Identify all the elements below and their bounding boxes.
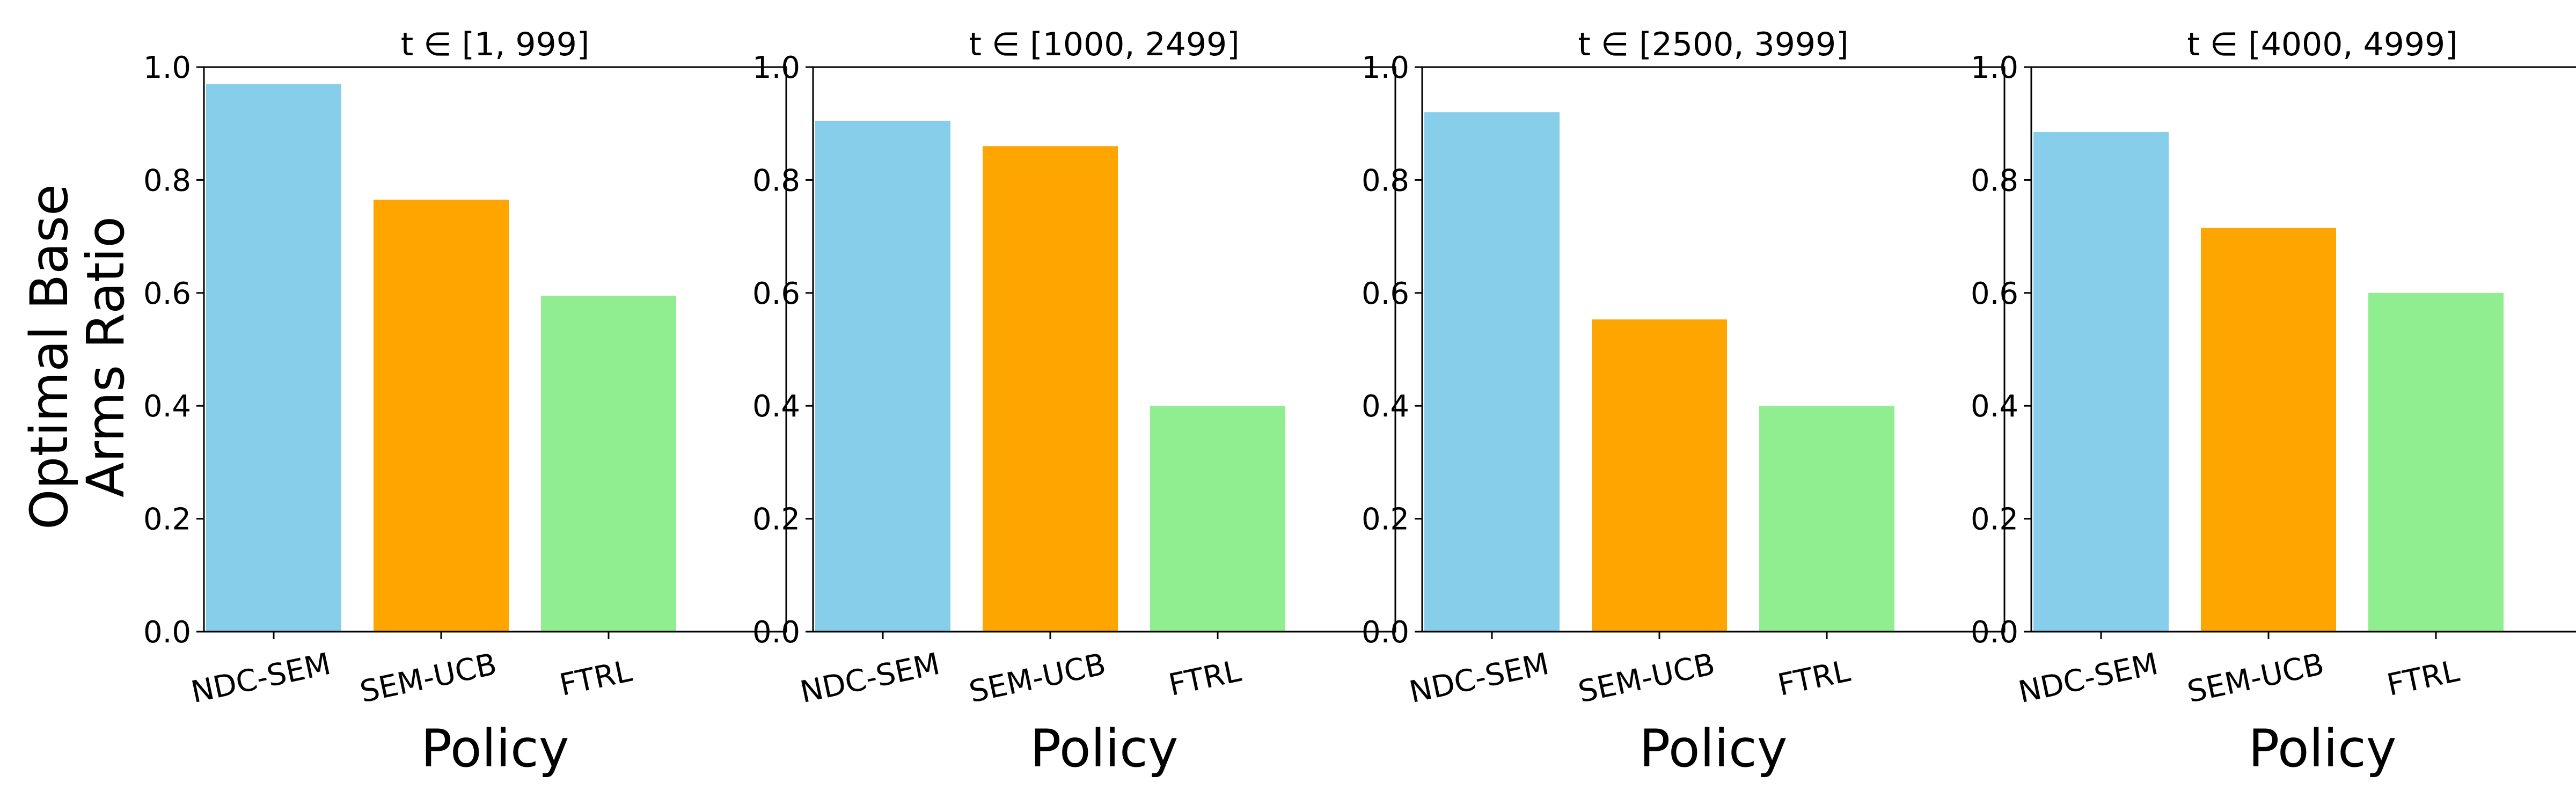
- y-tick-label: 1.0: [143, 50, 191, 85]
- bar-ftrl: [2368, 292, 2504, 632]
- y-tick-label: 0.4: [1971, 389, 2018, 424]
- y-tick-label: 0.8: [1971, 163, 2018, 198]
- y-tick-label: 0.6: [1971, 276, 2018, 311]
- x-tick-label-sem-ucb: SEM-UCB: [357, 647, 500, 709]
- x-axis-label: Policy: [2248, 719, 2396, 779]
- y-axis-label: Optimal Base Arms Ratio: [19, 184, 136, 530]
- panel-title: t ∈ [4000, 4999]: [2187, 26, 2457, 63]
- bar-sem-ucb: [983, 146, 1118, 632]
- x-tick-label-ftrl: FTRL: [557, 654, 635, 703]
- y-tick-label: 0.2: [752, 502, 800, 537]
- x-tick-label-ndc-sem: NDC-SEM: [188, 647, 333, 710]
- y-axis-label-line-1: Optimal Base: [19, 184, 79, 530]
- bar-ftrl: [1759, 406, 1894, 632]
- x-tick-label-ndc-sem: NDC-SEM: [797, 647, 942, 710]
- chart-panel-1: t ∈ [1, 999] 0.0 0.2 0.4 0.6 0.8 1.0 NDC-SEM SEM…: [143, 26, 787, 779]
- bar-ndc-sem: [815, 120, 950, 632]
- y-tick-label: 1.0: [1362, 50, 1409, 85]
- y-axis-label-line-2: Arms Ratio: [76, 216, 136, 497]
- plot-frame: [1421, 66, 2006, 633]
- y-tick-label: 1.0: [1971, 50, 2018, 85]
- y-tick-label: 0.2: [1971, 502, 2018, 537]
- plot-frame: [203, 66, 787, 633]
- y-tick-label: 0.8: [1362, 163, 1409, 198]
- y-tick-label: 0.4: [143, 389, 191, 424]
- chart-panel-2: t ∈ [1000, 2499] 0.0 0.2 0.4 0.6 0.8 1.0 NDC-SE…: [752, 26, 1396, 779]
- y-tick-label: 1.0: [752, 50, 800, 85]
- y-tick-label: 0.6: [752, 276, 800, 311]
- x-tick-label-ndc-sem: NDC-SEM: [2015, 647, 2161, 710]
- bar-sem-ucb: [2201, 228, 2336, 632]
- panel-title: t ∈ [1000, 2499]: [969, 26, 1239, 63]
- y-tick-label: 0.0: [1362, 615, 1409, 650]
- y-tick-label: 0.4: [1362, 389, 1409, 424]
- x-tick-label-sem-ucb: SEM-UCB: [2184, 647, 2327, 709]
- chart-panel-3: t ∈ [2500, 3999] 0.0 0.2 0.4 0.6 0.8 1.0 NDC-SE…: [1362, 26, 2006, 779]
- chart-panel-4: t ∈ [4000, 4999] 0.0 0.2 0.4 0.6 0.8 1.0 NDC-SE…: [1971, 26, 2576, 779]
- y-tick-label: 0.4: [752, 389, 800, 424]
- y-tick-label: 0.8: [752, 163, 800, 198]
- bar-sem-ucb: [1592, 319, 1727, 632]
- bar-ftrl: [1150, 406, 1285, 632]
- bar-ndc-sem: [206, 84, 341, 632]
- y-tick-label: 0.0: [752, 615, 800, 650]
- y-tick-label: 0.0: [1971, 615, 2018, 650]
- plot-frame: [812, 66, 1396, 633]
- y-tick-label: 0.6: [143, 276, 191, 311]
- x-tick-label-sem-ucb: SEM-UCB: [1575, 647, 1718, 709]
- bar-ndc-sem: [2033, 131, 2169, 632]
- y-tick-label: 0.2: [143, 502, 191, 537]
- x-tick-label-ftrl: FTRL: [2384, 654, 2462, 703]
- x-tick-label-ftrl: FTRL: [1166, 654, 1244, 703]
- panel-title: t ∈ [2500, 3999]: [1578, 26, 1848, 63]
- x-axis-label: Policy: [1030, 719, 1178, 779]
- x-axis-label: Policy: [1639, 719, 1787, 779]
- x-axis-label: Policy: [421, 719, 569, 779]
- plot-frame: [2030, 66, 2576, 633]
- y-tick-label: 0.8: [143, 163, 191, 198]
- y-tick-label: 0.2: [1362, 502, 1409, 537]
- chart-panels: t ∈ [1, 999] 0.0 0.2 0.4 0.6 0.8 1.0 NDC-SEM SEM…: [143, 26, 2576, 779]
- bar-sem-ucb: [374, 200, 509, 632]
- y-tick-label: 0.6: [1362, 276, 1409, 311]
- bar-ftrl: [541, 296, 676, 632]
- bar-ndc-sem: [1424, 112, 1560, 632]
- panel-title: t ∈ [1, 999]: [401, 26, 590, 63]
- x-tick-label-sem-ucb: SEM-UCB: [966, 647, 1109, 709]
- x-tick-label-ndc-sem: NDC-SEM: [1406, 647, 1552, 710]
- x-tick-label-ftrl: FTRL: [1775, 654, 1853, 703]
- y-tick-label: 0.0: [143, 615, 191, 650]
